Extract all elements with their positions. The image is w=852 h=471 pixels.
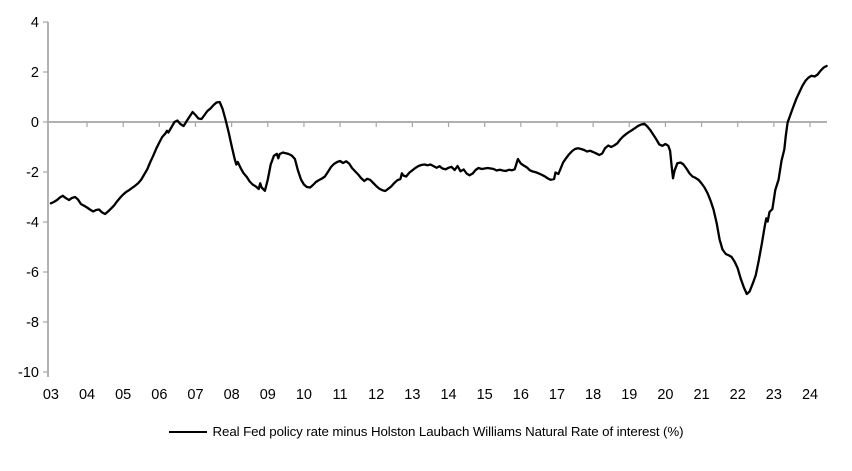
x-axis-label: 17 (549, 387, 565, 403)
y-axis-label: -4 (26, 215, 39, 231)
legend-label: Real Fed policy rate minus Holston Lauba… (212, 424, 684, 439)
x-axis-label: 11 (333, 387, 348, 403)
x-axis-label: 05 (115, 387, 131, 403)
x-axis-label: 08 (224, 387, 240, 403)
y-axis-label: -2 (26, 165, 39, 181)
y-axis-label: -8 (26, 315, 39, 331)
x-axis-label: 14 (440, 387, 456, 403)
x-axis-label: 20 (657, 387, 673, 403)
x-axis-label: 21 (693, 387, 709, 403)
chart-legend: Real Fed policy rate minus Holston Lauba… (0, 424, 852, 439)
series-line (49, 64, 828, 296)
y-axis-label: -10 (18, 365, 39, 381)
x-axis-label: 10 (296, 387, 312, 403)
x-axis-label: 12 (368, 387, 384, 403)
x-axis-label: 16 (513, 387, 529, 403)
legend-line-sample-icon (168, 430, 207, 433)
x-axis-label: 15 (477, 387, 493, 403)
y-axis-label: 2 (31, 65, 39, 81)
x-axis-label: 06 (151, 387, 167, 403)
x-axis-label: 19 (621, 387, 637, 403)
y-axis-label: 4 (31, 15, 39, 31)
x-axis-label: 07 (187, 387, 203, 403)
x-axis-label: 24 (802, 387, 818, 403)
y-axis-label: -6 (26, 265, 39, 281)
x-axis-label: 03 (43, 387, 59, 403)
x-axis-label: 04 (79, 387, 95, 403)
x-axis-label: 09 (260, 387, 276, 403)
x-axis-label: 18 (585, 387, 601, 403)
y-axis-label: 0 (31, 115, 39, 131)
x-axis-label: 23 (766, 387, 782, 403)
x-axis-label: 22 (730, 387, 746, 403)
x-axis-label: 13 (404, 387, 420, 403)
